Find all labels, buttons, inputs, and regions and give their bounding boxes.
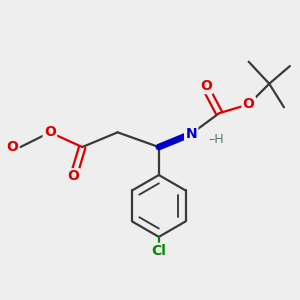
Text: O: O [200,79,212,93]
Text: Cl: Cl [152,244,166,258]
Text: O: O [243,98,255,111]
Text: –H: –H [208,133,224,146]
Text: N: N [185,127,197,141]
Text: O: O [44,125,56,139]
Text: O: O [6,140,18,154]
Text: O: O [68,169,80,184]
